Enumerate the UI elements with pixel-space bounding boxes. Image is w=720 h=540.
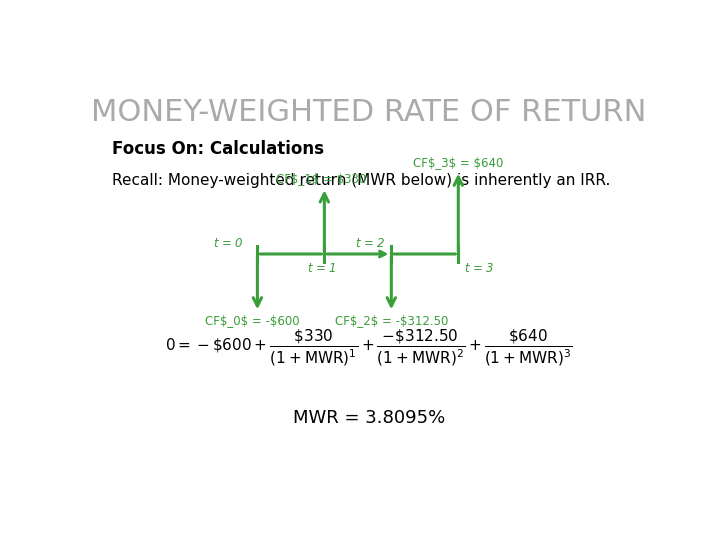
Text: Focus On: Calculations: Focus On: Calculations <box>112 140 324 158</box>
Text: CFA Institute: CFA Institute <box>22 520 92 530</box>
Text: $t$ = 0: $t$ = 0 <box>212 237 243 250</box>
Text: $0 = -\$600 + \dfrac{\$330}{(1 + \mathrm{MWR})^{1}} + \dfrac{-\$312.50}{(1 + \ma: $0 = -\$600 + \dfrac{\$330}{(1 + \mathrm… <box>165 327 573 368</box>
Text: CF$_1$ = $330: CF$_1$ = $330 <box>276 172 366 185</box>
Text: $t$ = 2: $t$ = 2 <box>355 237 386 250</box>
Text: CF$_0$ = -$600: CF$_0$ = -$600 <box>204 314 299 327</box>
Text: CF$_2$ = -$312.50: CF$_2$ = -$312.50 <box>335 314 448 327</box>
Text: Recall: Money-weighted return (MWR below) is inherently an IRR.: Recall: Money-weighted return (MWR below… <box>112 173 611 188</box>
Text: $t$ = 3: $t$ = 3 <box>464 262 495 275</box>
Text: MONEY-WEIGHTED RATE OF RETURN: MONEY-WEIGHTED RATE OF RETURN <box>91 98 647 127</box>
Text: CF$_3$ = $640: CF$_3$ = $640 <box>413 156 503 168</box>
Text: 16: 16 <box>685 520 698 530</box>
Text: MWR = 3.8095%: MWR = 3.8095% <box>293 409 445 427</box>
Text: $t$ = 1: $t$ = 1 <box>307 262 336 275</box>
